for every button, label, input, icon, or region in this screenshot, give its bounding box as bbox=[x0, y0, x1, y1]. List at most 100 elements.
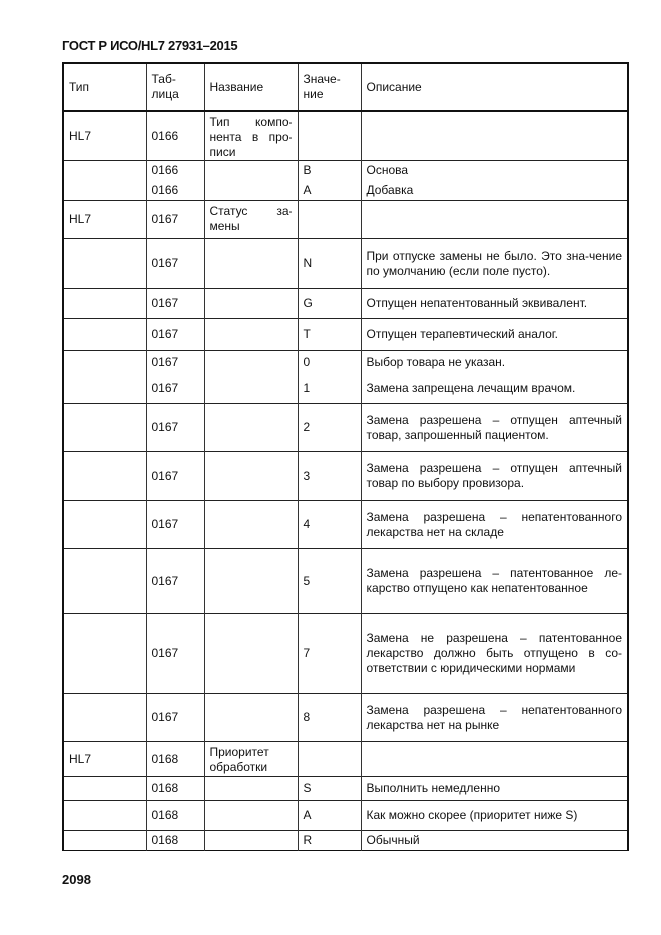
cell-desc: Замена разрешена – патентованное ле-карс… bbox=[360, 548, 629, 614]
cell-name bbox=[203, 693, 299, 742]
cell-type bbox=[62, 693, 147, 742]
cell-name bbox=[203, 403, 299, 452]
cell-value bbox=[297, 741, 362, 777]
cell-table: 0166 bbox=[145, 110, 205, 161]
cell-table: 0168 bbox=[145, 800, 205, 831]
table-row: 0167 1 Замена запрещена лечащим врачом. bbox=[62, 373, 629, 404]
cell-value: N bbox=[297, 238, 362, 289]
cell-type bbox=[62, 830, 147, 851]
cell-value: 2 bbox=[297, 403, 362, 452]
cell-desc: Основа bbox=[360, 160, 629, 181]
cell-table: 0167 bbox=[145, 238, 205, 289]
column-header: Значе- ние bbox=[297, 62, 362, 112]
cell-name bbox=[203, 350, 299, 374]
table-row: 0167 5 Замена разрешена – патентованное ле… bbox=[62, 548, 629, 614]
cell-name bbox=[203, 548, 299, 614]
cell-name bbox=[203, 318, 299, 351]
table-row: HL7 0168 Приоритет обработки bbox=[62, 741, 629, 777]
cell-value: T bbox=[297, 318, 362, 351]
cell-desc bbox=[360, 200, 629, 239]
cell-type bbox=[62, 180, 147, 201]
cell-value: 5 bbox=[297, 548, 362, 614]
cell-type bbox=[62, 500, 147, 549]
cell-type bbox=[62, 288, 147, 319]
cell-name bbox=[203, 830, 299, 851]
cell-table: 0167 bbox=[145, 613, 205, 694]
table-row: 0166 A Добавка bbox=[62, 180, 629, 201]
table-row: 0167 T Отпущен терапевтический аналог. bbox=[62, 318, 629, 351]
cell-desc: Отпущен терапевтический аналог. bbox=[360, 318, 629, 351]
cell-value: 4 bbox=[297, 500, 362, 549]
column-header: Тип bbox=[62, 62, 147, 112]
table-row: 0167 G Отпущен непатентованный эквивалент. bbox=[62, 288, 629, 319]
cell-name bbox=[203, 776, 299, 801]
cell-value: A bbox=[297, 180, 362, 201]
cell-type bbox=[62, 548, 147, 614]
cell-type bbox=[62, 238, 147, 289]
cell-desc: Замена разрешена – отпущен аптечный това… bbox=[360, 451, 629, 501]
cell-type bbox=[62, 160, 147, 181]
cell-value: 3 bbox=[297, 451, 362, 501]
table-row: 0166 B Основа bbox=[62, 160, 629, 181]
cell-table: 0168 bbox=[145, 776, 205, 801]
cell-table: 0167 bbox=[145, 693, 205, 742]
cell-desc: Замена не разрешена – патентованное лека… bbox=[360, 613, 629, 694]
cell-value: A bbox=[297, 800, 362, 831]
table-row: 0167 4 Замена разрешена – непатентованного… bbox=[62, 500, 629, 549]
cell-desc bbox=[360, 741, 629, 777]
cell-table: 0167 bbox=[145, 373, 205, 404]
cell-name bbox=[203, 800, 299, 831]
cell-table: 0167 bbox=[145, 403, 205, 452]
cell-value: 0 bbox=[297, 350, 362, 374]
column-header: Описание bbox=[360, 62, 629, 112]
cell-name bbox=[203, 613, 299, 694]
table-row: HL7 0166 Тип компо-нента в про-писи bbox=[62, 110, 629, 161]
table-row: 0167 N При отпуске замены не было. Это зна… bbox=[62, 238, 629, 289]
table-row: 0168 A Как можно скорее (приоритет ниже S) bbox=[62, 800, 629, 831]
document-header: ГОСТ Р ИСО/HL7 27931–2015 bbox=[62, 38, 238, 53]
table-row: 0167 3 Замена разрешена – отпущен аптечный… bbox=[62, 451, 629, 501]
cell-type: HL7 bbox=[62, 110, 147, 161]
cell-table: 0167 bbox=[145, 350, 205, 374]
cell-table: 0167 bbox=[145, 288, 205, 319]
cell-desc: Отпущен непатентованный эквивалент. bbox=[360, 288, 629, 319]
cell-name bbox=[203, 451, 299, 501]
table-row: 0167 0 Выбор товара не указан. bbox=[62, 350, 629, 374]
cell-value: 8 bbox=[297, 693, 362, 742]
cell-value: S bbox=[297, 776, 362, 801]
table-row: 0167 2 Замена разрешена – отпущен аптечный… bbox=[62, 403, 629, 452]
cell-desc: Как можно скорее (приоритет ниже S) bbox=[360, 800, 629, 831]
cell-table: 0166 bbox=[145, 180, 205, 201]
cell-type bbox=[62, 318, 147, 351]
cell-desc: Замена разрешена – отпущен аптечный това… bbox=[360, 403, 629, 452]
cell-value: R bbox=[297, 830, 362, 851]
cell-type bbox=[62, 776, 147, 801]
table-row: 0167 8 Замена разрешена – непатентованного… bbox=[62, 693, 629, 742]
cell-value: B bbox=[297, 160, 362, 181]
table-row: 0168 S Выполнить немедленно bbox=[62, 776, 629, 801]
cell-name: Тип компо-нента в про-писи bbox=[203, 110, 299, 161]
cell-name bbox=[203, 500, 299, 549]
page-number: 2098 bbox=[62, 872, 91, 887]
cell-name bbox=[203, 160, 299, 181]
cell-type bbox=[62, 613, 147, 694]
cell-desc: При отпуске замены не было. Это зна-чени… bbox=[360, 238, 629, 289]
cell-type bbox=[62, 350, 147, 374]
column-header: Название bbox=[203, 62, 299, 112]
cell-desc: Добавка bbox=[360, 180, 629, 201]
cell-desc: Замена разрешена – непатентованного лека… bbox=[360, 500, 629, 549]
cell-value: 1 bbox=[297, 373, 362, 404]
cell-table: 0167 bbox=[145, 200, 205, 239]
cell-table: 0167 bbox=[145, 318, 205, 351]
cell-desc: Выбор товара не указан. bbox=[360, 350, 629, 374]
cell-desc bbox=[360, 110, 629, 161]
cell-type: HL7 bbox=[62, 741, 147, 777]
table-row: HL7 0167 Статус за-мены bbox=[62, 200, 629, 239]
cell-table: 0167 bbox=[145, 548, 205, 614]
cell-value: G bbox=[297, 288, 362, 319]
cell-table: 0167 bbox=[145, 451, 205, 501]
cell-name: Статус за-мены bbox=[203, 200, 299, 239]
table-row: 0168 R Обычный bbox=[62, 830, 629, 851]
cell-desc: Обычный bbox=[360, 830, 629, 851]
